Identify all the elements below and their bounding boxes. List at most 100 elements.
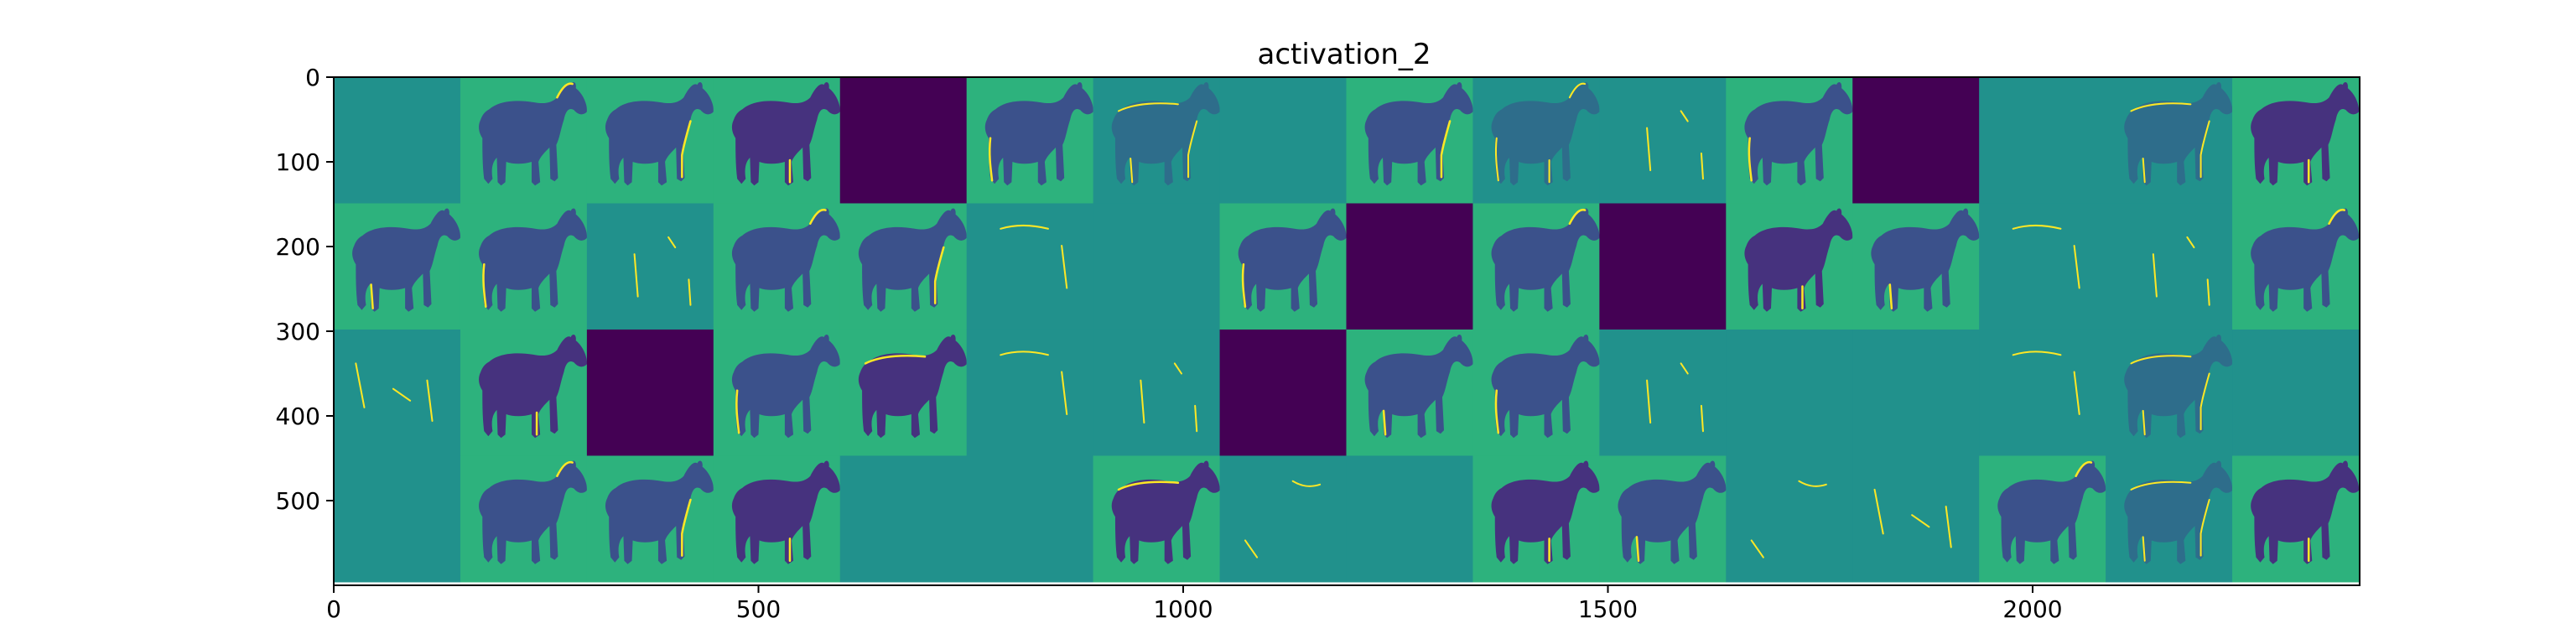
- activation-tile: [1346, 77, 1473, 204]
- activation-tile: [966, 455, 1094, 583]
- horse-shape: [1111, 82, 1220, 186]
- edge-highlight: [2075, 460, 2093, 477]
- y-tick-label: 300: [276, 318, 320, 345]
- activation-tile: [1979, 77, 2106, 204]
- tile-background: [1599, 329, 1727, 456]
- edge-highlight: [370, 283, 374, 309]
- activation-tile: [1979, 329, 2106, 456]
- activation-tile: [334, 455, 461, 583]
- horse-shape: [731, 208, 840, 312]
- sparse-activation: [1646, 127, 1652, 172]
- activation-tile: [1599, 329, 1727, 456]
- tile-background: [2232, 329, 2360, 456]
- edge-highlight: [1635, 536, 1640, 562]
- tile-background: [1346, 203, 1473, 330]
- sparse-activation: [392, 387, 412, 402]
- activation-tile: [1093, 455, 1221, 583]
- horse-shape: [2124, 334, 2233, 439]
- activation-tile: [1852, 455, 1980, 583]
- horse-shape: [479, 208, 588, 312]
- activation-tile: [334, 203, 461, 330]
- activation-tile: [1346, 455, 1473, 583]
- horse-shape: [1491, 334, 1600, 439]
- activation-tile: [839, 329, 968, 456]
- activation-tile: [1726, 77, 1853, 204]
- sparse-activation: [1000, 224, 1049, 230]
- edge-highlight: [556, 82, 574, 99]
- activation-tile: [586, 77, 714, 204]
- activation-tile: [460, 203, 588, 330]
- edge-highlight: [681, 120, 692, 179]
- activation-tile: [1219, 77, 1347, 204]
- horse-shape: [1491, 460, 1600, 564]
- edge-highlight: [1748, 137, 1753, 182]
- tile-background: [2106, 203, 2233, 330]
- x-tick-label: 1000: [1153, 595, 1213, 623]
- activation-tile: [1093, 329, 1221, 456]
- activation-tile: [1979, 203, 2106, 330]
- horse-shape: [1364, 334, 1473, 439]
- tile-background: [1726, 455, 1853, 583]
- y-tick-label: 100: [276, 148, 320, 176]
- activation-tile: [1472, 329, 1600, 456]
- activation-tile: [1852, 77, 1980, 204]
- tile-background: [1852, 329, 1980, 456]
- tile-background: [586, 329, 714, 456]
- activation-tile: [586, 329, 714, 456]
- activation-tile: [713, 77, 841, 204]
- sparse-activation: [1911, 514, 1930, 528]
- edge-highlight: [1117, 480, 1180, 491]
- activation-tile: [2232, 329, 2360, 456]
- edge-highlight: [1382, 409, 1387, 436]
- edge-highlight: [1117, 102, 1179, 112]
- horse-shape: [1491, 208, 1600, 312]
- tile-background: [1346, 455, 1473, 583]
- tile-background: [1599, 77, 1727, 204]
- horse-shape: [605, 460, 714, 564]
- sparse-activation: [667, 236, 677, 249]
- edge-highlight: [1494, 137, 1499, 182]
- activation-grid: [334, 77, 2360, 583]
- edge-highlight: [2130, 355, 2192, 365]
- activation-tile: [713, 455, 841, 583]
- activation-tile: [1093, 77, 1221, 204]
- activation-tile: [1979, 455, 2106, 583]
- activation-tile: [1219, 203, 1347, 330]
- sparse-activation: [1750, 539, 1764, 558]
- horse-shape: [479, 334, 588, 439]
- edge-highlight: [1568, 82, 1587, 99]
- sparse-activation: [1680, 110, 1689, 122]
- y-tick-label: 200: [276, 233, 320, 261]
- activation-tile: [586, 203, 714, 330]
- x-tick-label: 500: [736, 595, 781, 623]
- activation-tile: [966, 77, 1094, 204]
- x-tick-label: 1500: [1578, 595, 1638, 623]
- activation-tile: [334, 329, 461, 456]
- tile-background: [966, 203, 1094, 330]
- horse-shape: [1997, 460, 2106, 564]
- tile-background: [966, 329, 1094, 456]
- activation-tile: [460, 77, 588, 204]
- activation-tile: [713, 203, 841, 330]
- sparse-activation: [2012, 224, 2062, 230]
- activation-tile: [1726, 329, 1853, 456]
- sparse-activation: [1140, 379, 1145, 424]
- tile-background: [1219, 329, 1347, 456]
- activation-tile: [1852, 329, 1980, 456]
- sparse-activation: [355, 362, 366, 408]
- tile-background: [1979, 77, 2106, 204]
- edge-highlight: [1494, 389, 1500, 434]
- tile-background: [586, 203, 714, 330]
- edge-highlight: [2199, 498, 2210, 557]
- horse-shape: [2251, 460, 2360, 564]
- tile-background: [1852, 455, 1980, 583]
- sparse-activation: [1061, 371, 1068, 415]
- tile-background: [1726, 329, 1853, 456]
- activation-tile: [1599, 77, 1727, 204]
- activation-tile: [1219, 455, 1347, 583]
- edge-highlight: [1130, 157, 1134, 184]
- y-tick-label: 500: [276, 487, 320, 515]
- horse-shape: [2124, 82, 2233, 186]
- tile-background: [334, 455, 461, 583]
